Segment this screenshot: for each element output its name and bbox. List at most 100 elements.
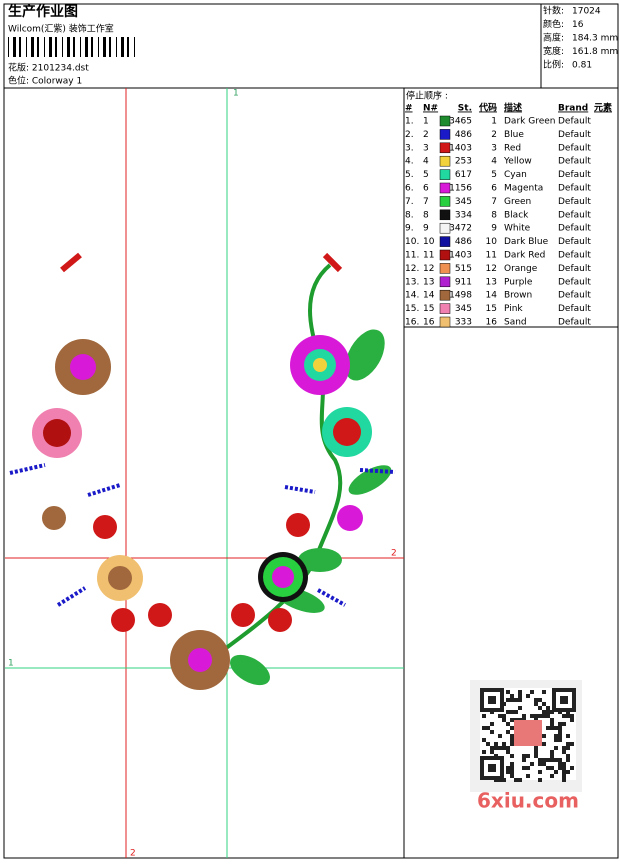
column-header: 描述 [504,102,522,114]
qr-cell [542,690,546,694]
stitches: 345 [455,197,472,207]
bar-stripe [55,37,57,57]
qr-cell [558,738,562,742]
qr-cell [538,778,542,782]
stitches: 617 [455,170,472,180]
qr-cell [506,698,510,702]
code: 9 [491,224,497,234]
code: 10 [486,237,498,247]
qr-cell [562,714,566,718]
qr-cell [538,770,542,774]
stitches: 1403 [449,251,472,261]
column-header: 代码 [478,102,497,114]
color-swatch [439,222,451,234]
info-value: 17024 [572,7,601,17]
qr-cell [522,754,526,758]
qr-cell [510,738,514,742]
brand: Default [558,143,591,153]
qr-cell [490,722,494,726]
qr-cell [510,766,514,770]
bar-stripe [91,37,93,57]
qr-cell [538,762,542,766]
qr-cell [486,742,490,746]
info-label: 比例: [543,59,564,71]
code: 15 [486,304,497,314]
bar-stripe [121,37,124,57]
qr-cell [494,746,498,750]
qr-cell [550,758,554,762]
row-number: 2. [405,130,414,140]
qr-cell [542,742,546,746]
qr-cell [510,710,514,714]
frame [3,3,619,859]
qr-cell [558,766,562,770]
qr-cell [514,710,518,714]
row-number: 15. [405,304,419,314]
qr-cell [554,734,558,738]
needle: 15 [423,304,434,314]
brand: Default [558,197,591,207]
code: 1 [491,117,497,127]
qr-cell [534,750,538,754]
color-swatch [439,316,451,328]
qr-finder [488,696,496,704]
row-number: 12. [405,264,419,274]
description: Brown [504,291,532,301]
stitches: 333 [455,318,472,328]
description: Black [504,210,529,220]
qr-cell [562,766,566,770]
description: White [504,224,531,234]
stitches: 515 [455,264,472,274]
qr-cell [558,722,562,726]
qr-cell [506,746,510,750]
needle: 11 [423,251,434,261]
brand: Default [558,291,591,301]
qr-cell [518,778,522,782]
info-label: 高度: [543,32,564,44]
qr-cell [542,762,546,766]
row-number: 8. [405,210,414,220]
qr-cell [530,762,534,766]
row-number: 10. [405,237,419,247]
qr-cell [490,730,494,734]
row-number: 9. [405,224,414,234]
qr-cell [518,690,522,694]
description: Dark Blue [504,237,549,247]
needle: 12 [423,264,434,274]
qr-cell [498,734,502,738]
code: 12 [486,264,497,274]
column-header: Brand [558,104,588,114]
qr-cell [510,770,514,774]
bar-stripe [134,37,135,57]
qr-cell [562,778,566,782]
info-value: 0.81 [572,61,592,71]
qr-cell [510,726,514,730]
watermark: 6xiu.com [477,789,579,813]
bar-stripe [8,37,9,57]
qr-cell [486,726,490,730]
brand: Default [558,277,591,287]
bar-stripe [44,37,45,57]
color-swatch [439,142,451,154]
qr-cell [506,750,510,754]
description: Yellow [503,157,532,167]
description: Red [504,143,521,153]
color-swatch [439,289,451,301]
qr-cell [502,746,506,750]
qr-cell [502,742,506,746]
stitches: 345 [455,304,472,314]
qr-cell [546,726,550,730]
bar-stripe [103,37,106,57]
qr-cell [538,706,542,710]
color-swatch [439,209,451,221]
stitches: 486 [455,130,472,140]
needle: 13 [423,277,434,287]
qr-cell [510,754,514,758]
qr-cell [570,766,574,770]
qr-cell [530,714,534,718]
qr-cell [530,690,534,694]
code: 2 [491,130,497,140]
qr-cell [498,746,502,750]
description: Sand [504,318,527,328]
info-label: 颜色: [543,18,564,30]
